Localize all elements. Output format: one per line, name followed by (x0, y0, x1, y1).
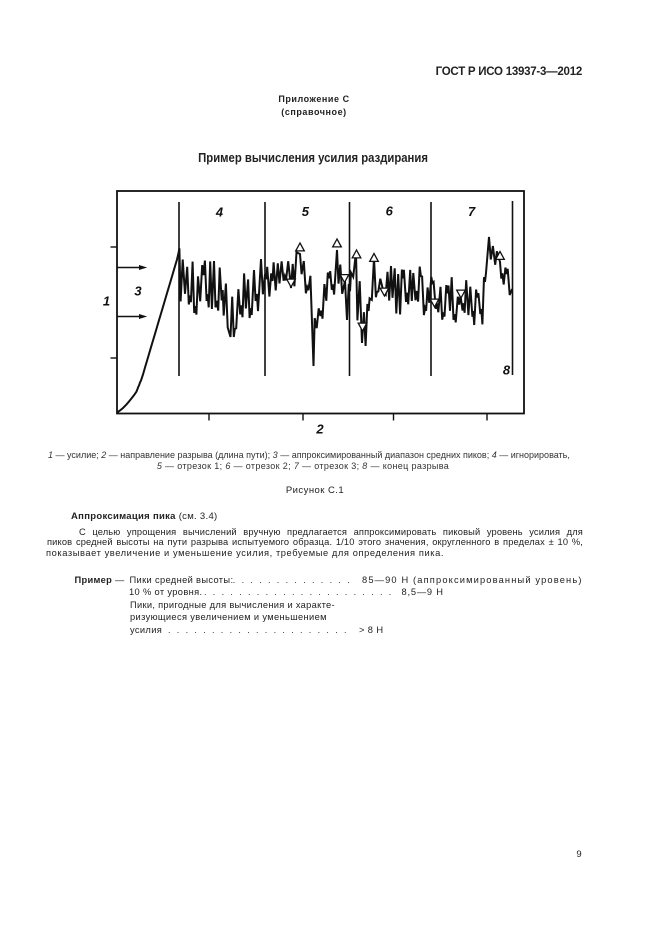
svg-text:6: 6 (386, 204, 394, 219)
svg-text:7: 7 (468, 204, 476, 219)
svg-text:8: 8 (503, 363, 511, 378)
svg-text:4: 4 (215, 205, 224, 220)
svg-text:2: 2 (315, 422, 324, 437)
svg-text:5: 5 (302, 204, 310, 219)
svg-text:1: 1 (103, 294, 110, 309)
svg-text:3: 3 (134, 284, 142, 299)
